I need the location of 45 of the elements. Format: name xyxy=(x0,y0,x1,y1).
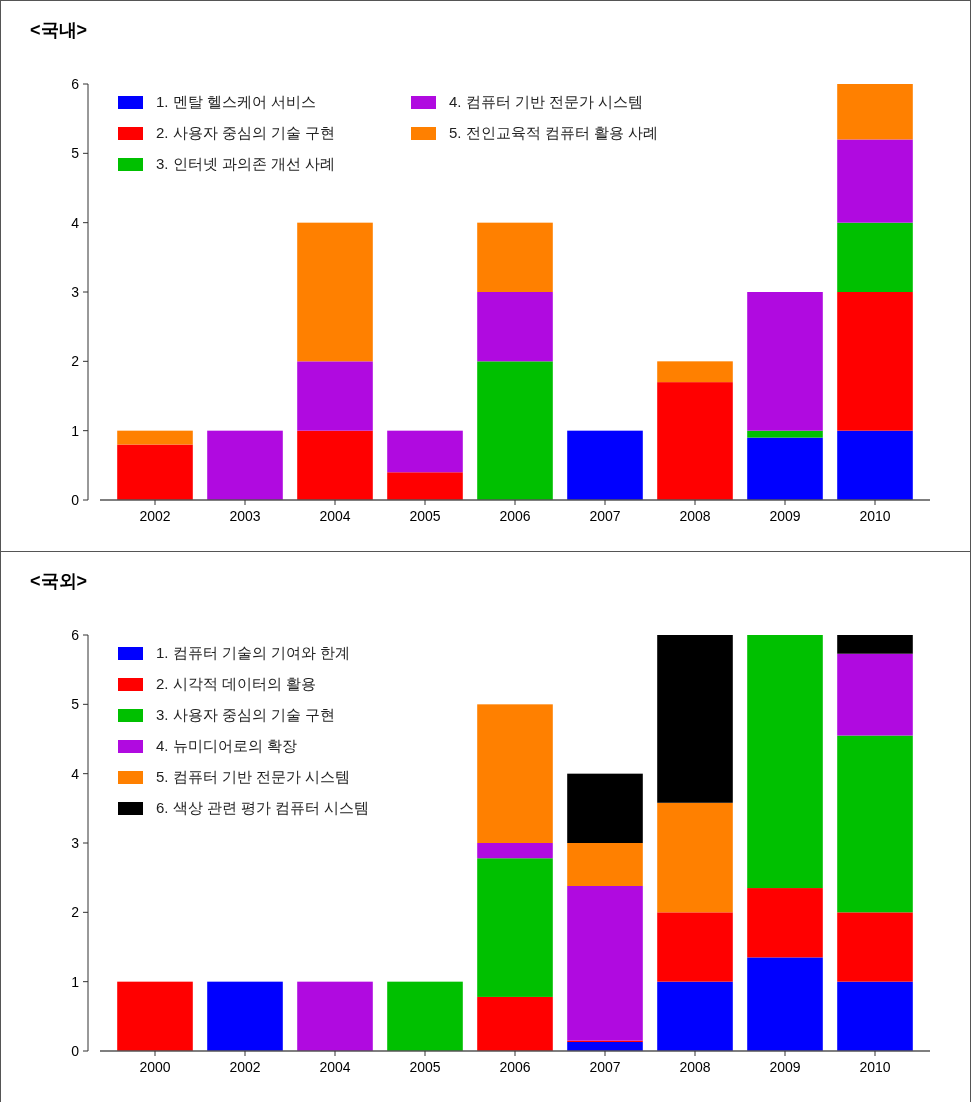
y-tick-label: 6 xyxy=(71,626,80,643)
chart-title: <국외> xyxy=(30,571,88,591)
x-tick-label: 2009 xyxy=(769,508,801,524)
x-tick-label: 2005 xyxy=(409,508,441,524)
x-tick-label: 2008 xyxy=(679,508,711,524)
legend-label: 4. 컴퓨터 기반 전문가 시스템 xyxy=(449,93,644,111)
x-tick-label: 2009 xyxy=(769,1059,801,1075)
legend-label: 3. 사용자 중심의 기술 구현 xyxy=(156,706,336,724)
legend-label: 3. 인터넷 과의존 개선 사례 xyxy=(156,155,336,173)
y-tick-label: 1 xyxy=(71,973,80,990)
legend-label: 5. 전인교육적 컴퓨터 활용 사례 xyxy=(449,124,659,142)
y-tick-label: 4 xyxy=(71,214,80,231)
x-tick-label: 2000 xyxy=(139,1059,171,1075)
y-tick-label: 2 xyxy=(71,353,80,370)
legend-label: 1. 멘탈 헬스케어 서비스 xyxy=(156,93,317,111)
y-tick-label: 3 xyxy=(71,283,80,300)
y-tick-label: 5 xyxy=(71,696,80,713)
y-tick-label: 1 xyxy=(71,422,80,439)
x-tick-label: 2005 xyxy=(409,1059,441,1075)
y-tick-label: 0 xyxy=(71,491,80,508)
chart-title: <국내> xyxy=(30,20,88,40)
y-tick-label: 4 xyxy=(71,765,80,782)
x-tick-label: 2010 xyxy=(859,508,891,524)
y-tick-label: 5 xyxy=(71,145,80,162)
legend-label: 2. 시각적 데이터의 활용 xyxy=(156,675,317,693)
x-tick-label: 2004 xyxy=(319,1059,351,1075)
y-tick-label: 3 xyxy=(71,834,80,851)
y-tick-label: 6 xyxy=(71,75,80,92)
y-tick-label: 2 xyxy=(71,904,80,921)
legend-label: 1. 컴퓨터 기술의 기여와 한계 xyxy=(156,644,351,662)
y-tick-label: 0 xyxy=(71,1042,80,1059)
legend-label: 6. 색상 관련 평가 컴퓨터 시스템 xyxy=(156,799,370,817)
x-tick-label: 2006 xyxy=(499,1059,531,1075)
legend-label: 5. 컴퓨터 기반 전문가 시스템 xyxy=(156,768,351,786)
x-tick-label: 2004 xyxy=(319,508,351,524)
x-tick-label: 2002 xyxy=(229,1059,261,1075)
x-tick-label: 2006 xyxy=(499,508,531,524)
x-tick-label: 2003 xyxy=(229,508,261,524)
x-tick-label: 2007 xyxy=(589,1059,621,1075)
x-tick-label: 2002 xyxy=(139,508,171,524)
legend-label: 4. 뉴미디어로의 확장 xyxy=(156,737,297,755)
x-tick-label: 2010 xyxy=(859,1059,891,1075)
legend-label: 2. 사용자 중심의 기술 구현 xyxy=(156,124,336,142)
x-tick-label: 2008 xyxy=(679,1059,711,1075)
x-tick-label: 2007 xyxy=(589,508,621,524)
